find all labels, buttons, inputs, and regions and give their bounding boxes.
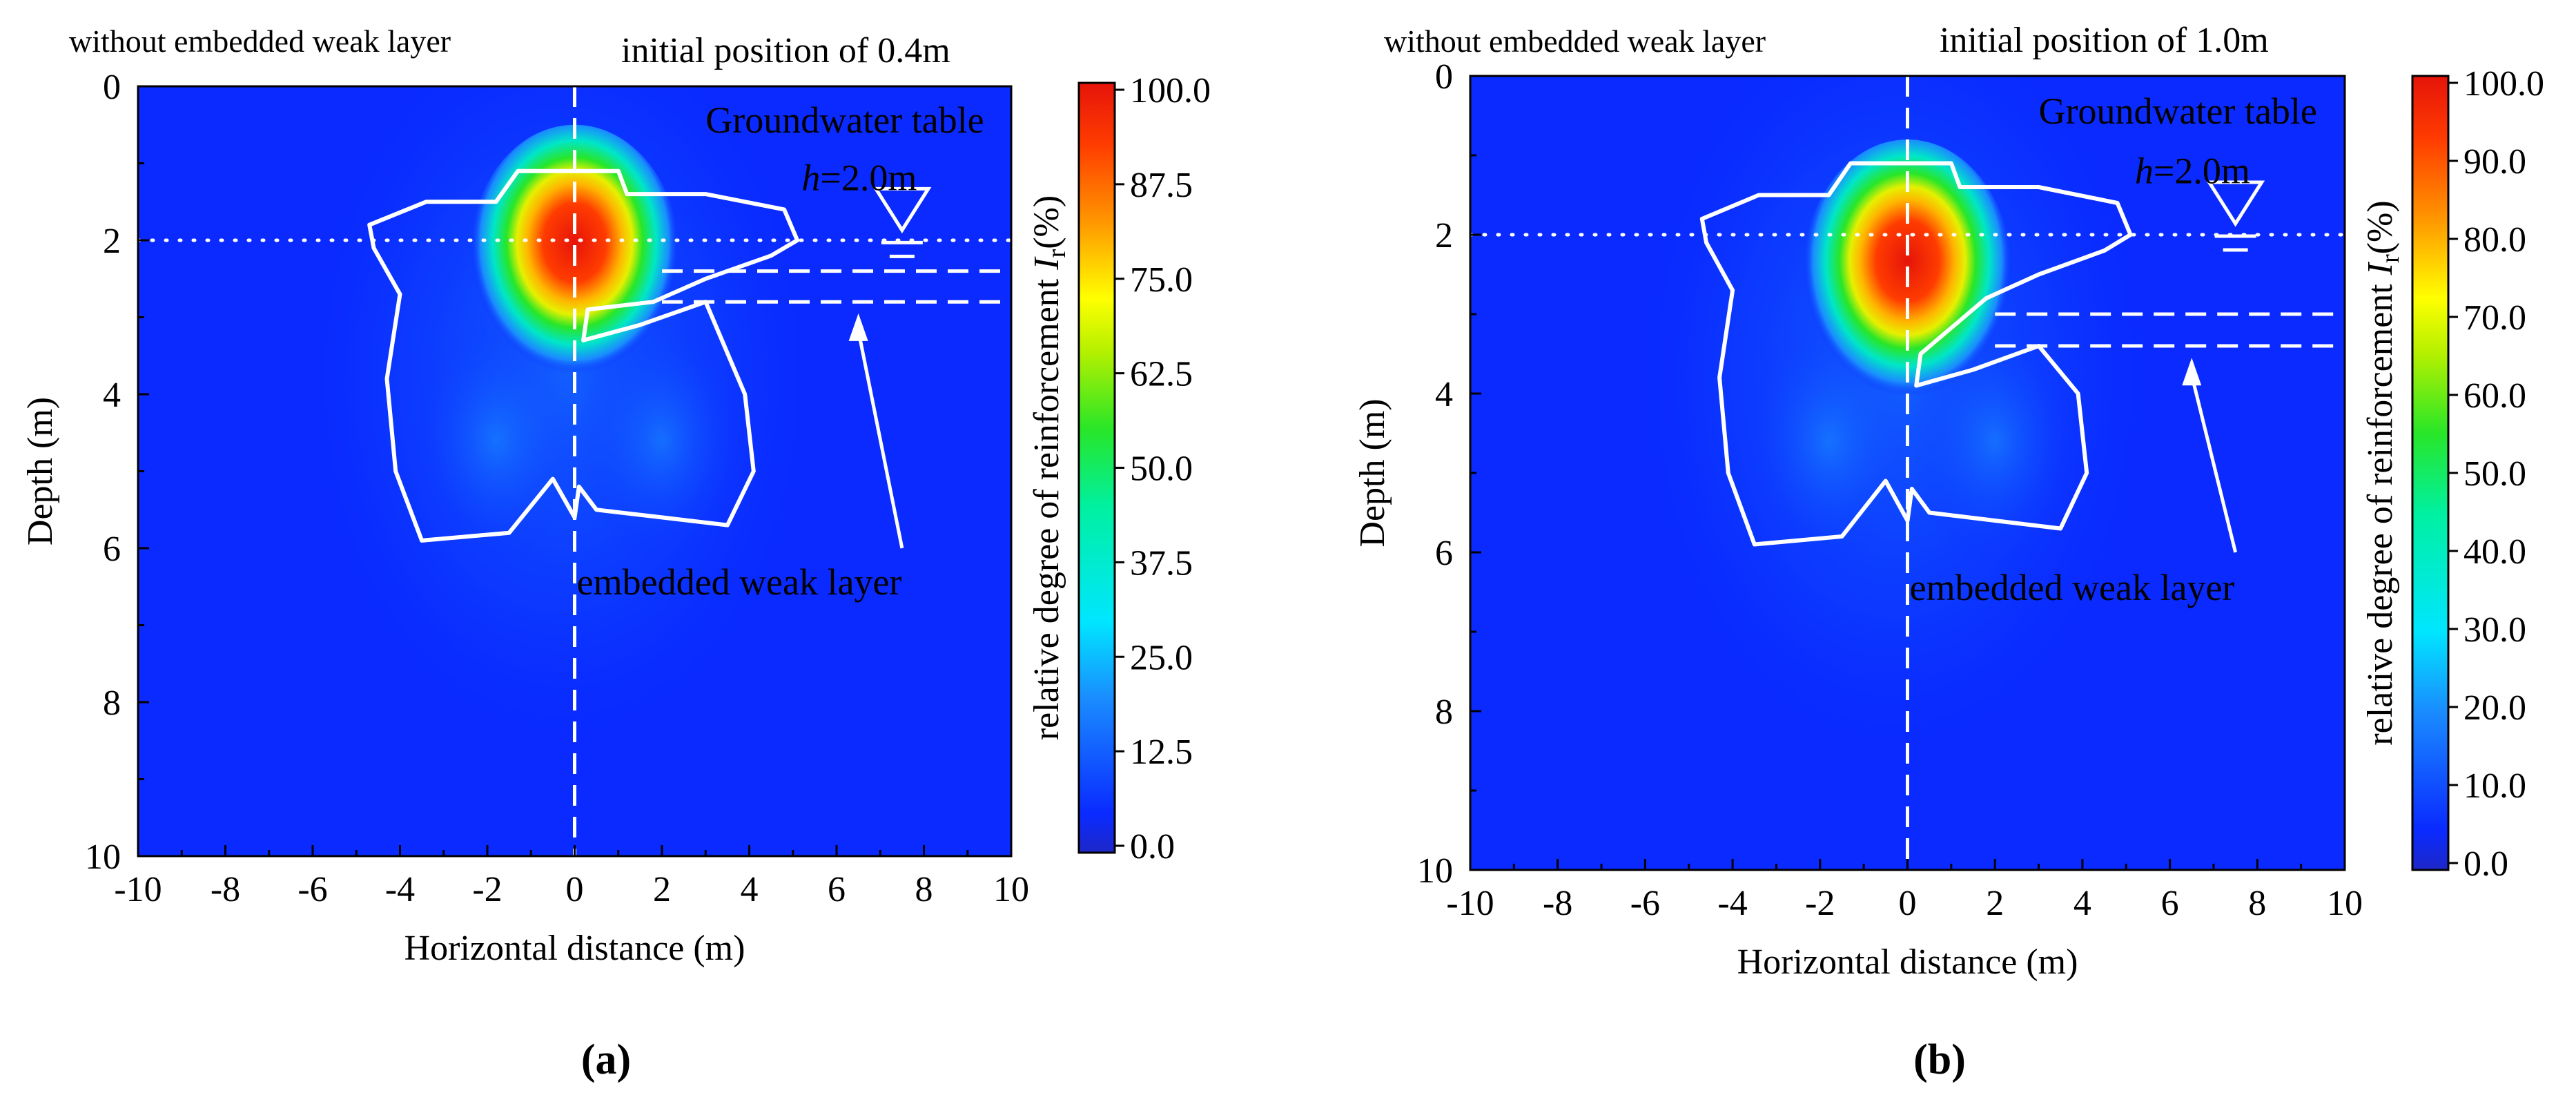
- groundwater-label: Groundwater table: [2039, 90, 2317, 132]
- colorbar-tick-label: 0.0: [2463, 844, 2508, 884]
- caption-left: without embedded weak layer: [69, 23, 451, 59]
- x-tick-label: 10: [993, 870, 1029, 909]
- x-axis-label: Horizontal distance (m): [1737, 942, 2078, 982]
- reinforcement-contour: [1699, 161, 2133, 547]
- x-tick-label: -4: [385, 870, 415, 909]
- weak-layer-arrow: [2189, 374, 2238, 553]
- colorbar-tick-label: 62.5: [1130, 355, 1193, 394]
- groundwater-triangle-icon: [872, 186, 932, 234]
- x-tick-label: -8: [1543, 884, 1572, 923]
- y-tick-label: 6: [103, 530, 121, 569]
- colorbar-label: relative degree of reinforcement Ir(%): [2361, 200, 2405, 745]
- caption-right: initial position of 1.0m: [1940, 21, 2269, 60]
- x-axis-label: Horizontal distance (m): [404, 929, 745, 968]
- x-tick-label: 0: [1899, 884, 1917, 923]
- colorbar-tick-label: 30.0: [2463, 610, 2526, 650]
- panel-label: (a): [581, 1036, 631, 1083]
- y-tick-label: 6: [1435, 534, 1453, 573]
- x-tick-label: 8: [2248, 884, 2266, 923]
- caption-right: initial position of 0.4m: [621, 31, 950, 70]
- colorbar-tick-label: 50.0: [2463, 454, 2526, 494]
- heatmap-field: [291, 86, 832, 764]
- right-lobe: [574, 317, 750, 564]
- colorbar-tick-label: 100.0: [1130, 71, 1211, 110]
- x-tick-label: 2: [653, 870, 671, 909]
- weak-layer-label: embedded weak layer: [577, 561, 902, 603]
- water-height-label: h=2.0m: [801, 157, 917, 199]
- water-height-label: h=2.0m: [2135, 150, 2250, 191]
- y-tick-label: 4: [1435, 375, 1453, 414]
- colorbar-tick-label: 25.0: [1130, 638, 1193, 677]
- reinforcement-contour: [367, 168, 800, 543]
- x-tick-label: -8: [211, 870, 240, 909]
- colorbar-tick-label: 50.0: [1130, 449, 1193, 489]
- x-tick-label: -10: [114, 870, 162, 909]
- panel-b: Groundwater table h=2.0m embedded weak lay…: [1353, 21, 2544, 1083]
- x-tick-label: 4: [2074, 884, 2091, 923]
- y-tick-label: 8: [103, 684, 121, 723]
- heatmap-field: [1623, 76, 2166, 775]
- colorbar-tick-label: 70.0: [2463, 298, 2526, 338]
- y-tick-label: 2: [103, 222, 121, 261]
- colorbar-tick-label: 12.5: [1130, 733, 1193, 772]
- y-axis-label: Depth (m): [1353, 398, 1392, 547]
- weak-layer-label: embedded weak layer: [1910, 567, 2235, 608]
- x-tick-label: -10: [1446, 884, 1494, 923]
- colorbar-tick-label: 40.0: [2463, 532, 2526, 572]
- weak-layer-arrow: [857, 330, 904, 549]
- x-tick-label: 6: [2161, 884, 2179, 923]
- y-tick-label: 10: [1417, 851, 1453, 891]
- colorbar-tick-label: 10.0: [2463, 766, 2526, 806]
- y-tick-label: 0: [103, 68, 121, 107]
- y-tick-label: 8: [1435, 693, 1453, 732]
- x-tick-label: -4: [1717, 884, 1747, 923]
- colorbar-tick-label: 75.0: [1130, 260, 1193, 300]
- colorbar-tick-label: 87.5: [1130, 166, 1193, 205]
- panel-label: (b): [1913, 1036, 1966, 1083]
- colorbar: [1077, 81, 1116, 854]
- x-tick-label: -6: [1630, 884, 1660, 923]
- x-tick-label: 6: [828, 870, 846, 909]
- groundwater-triangle-icon: [2206, 180, 2265, 227]
- colorbar: [2411, 75, 2450, 871]
- colorbar-tick-label: 60.0: [2463, 376, 2526, 416]
- y-tick-label: 4: [103, 376, 121, 415]
- y-tick-label: 10: [85, 837, 121, 877]
- x-tick-label: -2: [1805, 884, 1835, 923]
- y-tick-label: 2: [1435, 216, 1453, 255]
- colorbar-label: relative degree of reinforcement Ir(%): [1027, 195, 1071, 740]
- caption-left: without embedded weak layer: [1384, 23, 1766, 59]
- colorbar-tick-label: 37.5: [1130, 543, 1193, 583]
- colorbar-tick-label: 20.0: [2463, 688, 2526, 728]
- x-tick-label: -6: [297, 870, 327, 909]
- x-tick-label: 10: [2327, 884, 2363, 923]
- panel-a: Groundwater table h=2.0m embedded weak lay…: [21, 23, 1211, 1083]
- groundwater-label: Groundwater table: [705, 99, 984, 141]
- x-tick-label: 2: [1986, 884, 2004, 923]
- y-tick-label: 0: [1435, 57, 1453, 97]
- colorbar-tick-label: 90.0: [2463, 142, 2526, 182]
- colorbar-tick-label: 0.0: [1130, 827, 1175, 866]
- arrow-head-icon: [848, 313, 868, 341]
- x-tick-label: 0: [566, 870, 584, 909]
- x-tick-label: 8: [915, 870, 933, 909]
- y-axis-label: Depth (m): [21, 397, 60, 545]
- x-tick-label: 4: [741, 870, 759, 909]
- colorbar-tick-label: 100.0: [2463, 64, 2544, 104]
- x-tick-label: -2: [472, 870, 502, 909]
- arrow-head-icon: [2182, 358, 2202, 386]
- colorbar-tick-label: 80.0: [2463, 220, 2526, 260]
